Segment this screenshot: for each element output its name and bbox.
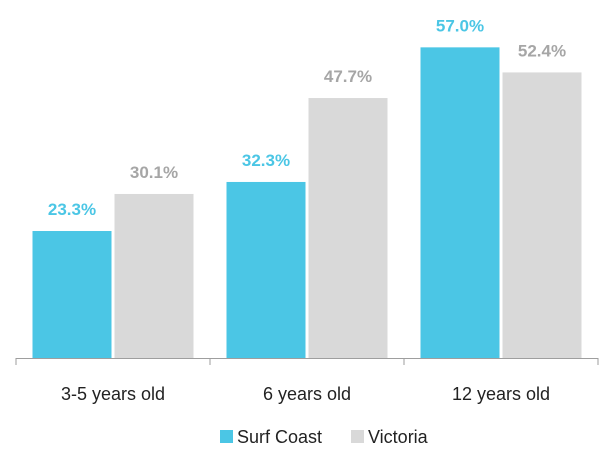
data-label: 32.3% [242,151,290,170]
data-label: 57.0% [436,16,484,35]
data-label: 23.3% [48,200,96,219]
legend-label-surf-coast: Surf Coast [237,427,322,447]
bar-victoria-0 [114,193,194,358]
legend: Surf Coast Victoria [220,427,429,447]
bar-surf-coast-0 [32,231,112,358]
data-label: 47.7% [324,67,372,86]
x-tick-label: 3-5 years old [61,384,165,404]
data-label: 30.1% [130,163,178,182]
legend-label-victoria: Victoria [368,427,429,447]
bars-group [32,47,582,359]
legend-swatch-victoria [351,430,364,443]
x-tick-label: 6 years old [263,384,351,404]
bar-surf-coast-2 [420,47,500,358]
x-axis [15,358,599,365]
legend-swatch-surf-coast [220,430,233,443]
data-labels-group: 23.3% 30.1% 32.3% 47.7% 57.0% 52.4% [48,16,566,219]
bar-victoria-1 [308,98,388,358]
x-tick-label: 12 years old [452,384,550,404]
data-label: 52.4% [518,41,566,60]
bar-surf-coast-1 [226,181,306,358]
bar-victoria-2 [502,72,582,359]
x-tick-labels-group: 3-5 years old 6 years old 12 years old [61,384,550,404]
